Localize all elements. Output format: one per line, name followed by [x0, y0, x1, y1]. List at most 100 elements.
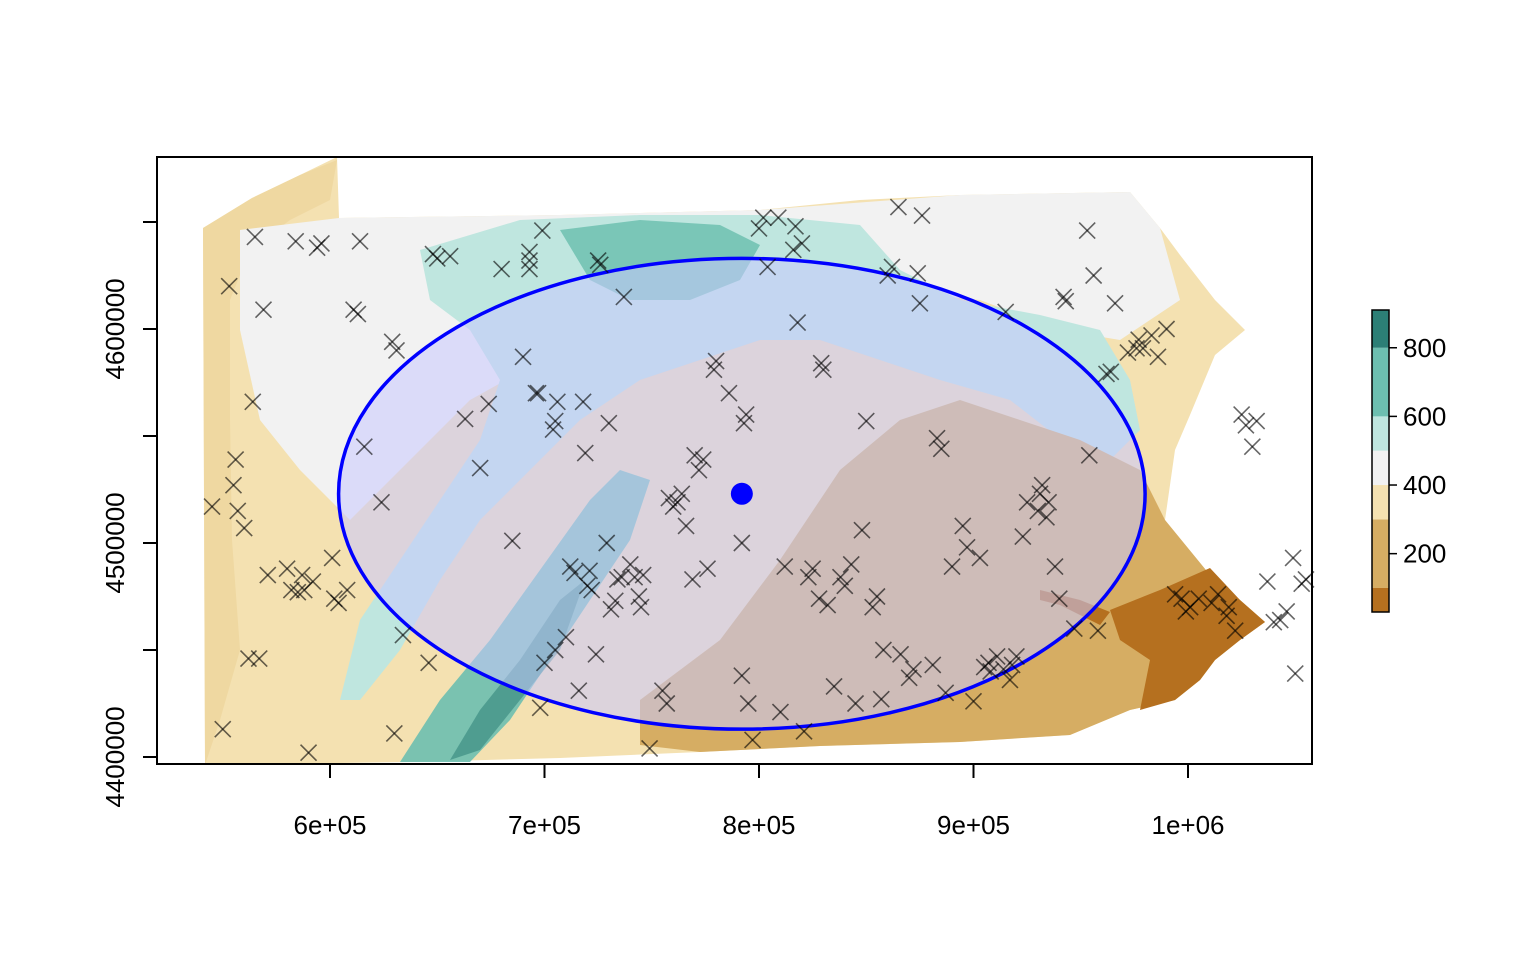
- point-marker: [608, 570, 626, 588]
- point-marker: [771, 703, 790, 721]
- y-tick-label: 4400000: [100, 706, 130, 807]
- point-marker: [1233, 406, 1251, 424]
- point-marker: [583, 581, 601, 599]
- point-marker: [330, 594, 348, 612]
- point-marker: [812, 354, 830, 372]
- point-marker: [1142, 326, 1161, 344]
- point-marker: [259, 566, 277, 584]
- point-marker: [224, 476, 243, 494]
- point-marker: [282, 581, 300, 599]
- point-marker: [904, 660, 923, 678]
- point-marker: [227, 450, 245, 469]
- point-marker: [1203, 594, 1221, 612]
- point-marker: [1102, 363, 1120, 381]
- point-marker: [754, 209, 772, 227]
- point-marker: [372, 493, 391, 511]
- point-marker: [683, 570, 702, 588]
- point-marker: [535, 654, 554, 672]
- point-marker: [804, 560, 822, 578]
- point-marker: [471, 459, 489, 477]
- point-marker: [246, 228, 264, 246]
- point-marker: [220, 277, 238, 295]
- point-marker: [1078, 221, 1096, 240]
- point-marker: [889, 198, 907, 216]
- legend-band: [1372, 310, 1389, 348]
- point-marker: [1055, 288, 1073, 306]
- point-marker: [743, 731, 762, 749]
- point-marker: [299, 744, 318, 762]
- legend-frame: [1371, 309, 1390, 613]
- point-marker: [720, 384, 738, 402]
- point-marker: [658, 694, 676, 713]
- point-marker: [383, 333, 401, 351]
- point-marker: [733, 534, 751, 552]
- point-marker: [570, 682, 588, 700]
- point-marker: [589, 251, 607, 270]
- point-marker: [1037, 508, 1055, 526]
- point-marker: [480, 395, 498, 413]
- point-marker: [799, 568, 817, 586]
- point-marker: [686, 446, 704, 464]
- point-marker: [1265, 613, 1283, 631]
- point-marker: [846, 694, 865, 713]
- point-marker: [864, 598, 882, 616]
- point-marker: [1226, 622, 1244, 640]
- y-tick-label: 4500000: [100, 492, 130, 593]
- point-marker: [520, 243, 539, 261]
- point-marker: [1220, 598, 1238, 616]
- point-marker: [1018, 493, 1036, 511]
- point-marker: [769, 209, 787, 227]
- point-marker: [203, 498, 221, 516]
- point-marker: [677, 517, 695, 535]
- point-marker: [602, 600, 620, 618]
- point-marker: [531, 699, 549, 717]
- point-marker: [971, 549, 989, 567]
- point-marker: [819, 596, 837, 614]
- point-marker: [349, 305, 367, 323]
- point-marker: [997, 303, 1015, 321]
- point-marker: [911, 294, 929, 312]
- point-marker: [598, 534, 616, 552]
- plot-frame: [156, 156, 1313, 765]
- point-marker: [786, 217, 805, 235]
- point-marker: [814, 361, 832, 379]
- point-marker: [385, 724, 403, 743]
- point-marker: [924, 656, 942, 674]
- point-marker: [928, 429, 946, 447]
- legend-band: [1372, 450, 1389, 486]
- point-marker: [1007, 647, 1025, 665]
- point-marker: [244, 393, 262, 411]
- point-marker: [750, 219, 768, 237]
- point-marker: [1029, 502, 1047, 520]
- point-marker: [574, 393, 592, 411]
- point-marker: [600, 414, 618, 432]
- point-marker: [289, 583, 307, 601]
- point-marker: [630, 587, 648, 606]
- point-marker: [338, 581, 356, 599]
- point-marker: [1003, 656, 1021, 674]
- point-marker: [214, 720, 232, 738]
- point-marker: [520, 251, 539, 270]
- point-marker: [653, 682, 672, 700]
- point-marker: [988, 647, 1006, 665]
- legend-band: [1372, 347, 1389, 417]
- x-tick-label: 9e+05: [937, 810, 1010, 840]
- point-marker: [287, 232, 305, 250]
- point-marker: [1278, 602, 1296, 621]
- point-marker: [1130, 331, 1148, 349]
- point-marker: [1033, 476, 1051, 494]
- point-marker: [1065, 620, 1083, 638]
- legend-band: [1372, 587, 1389, 612]
- point-marker: [733, 667, 751, 685]
- point-marker: [1014, 528, 1032, 546]
- point-marker: [707, 352, 725, 370]
- point-marker: [909, 264, 927, 282]
- point-marker: [810, 590, 828, 608]
- point-marker: [789, 314, 807, 332]
- x-tick-label: 8e+05: [722, 810, 795, 840]
- point-marker: [546, 641, 564, 659]
- x-tick-label: 1e+06: [1151, 810, 1224, 840]
- points-layer: [203, 198, 1315, 762]
- point-marker: [698, 560, 717, 578]
